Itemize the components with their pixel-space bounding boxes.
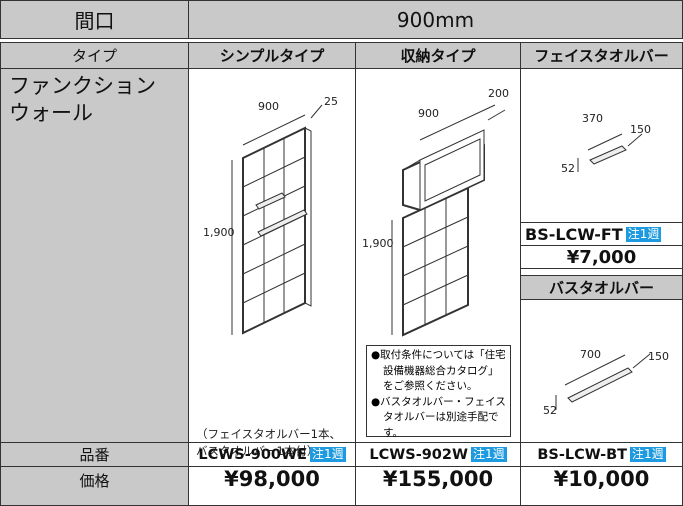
category-cell: ファンクション ウォール <box>0 68 189 443</box>
note-line: ●バスタオルバー・フェイスタオルバーは別途手配です。 <box>371 395 506 439</box>
dimension: 700 <box>580 348 601 361</box>
product-code: LCWS-900WE <box>198 446 307 463</box>
note-line: バスタオルバー1本付） <box>196 444 319 458</box>
dimension: 900 <box>258 100 279 113</box>
price-label: 価格 <box>0 466 189 506</box>
dimension: 52 <box>543 404 557 417</box>
bath-towel-title: バスタオルバー <box>520 275 683 300</box>
face-towel-bar <box>577 133 643 172</box>
badge: 注1週 <box>625 226 662 242</box>
bath-towel-bar <box>555 353 651 410</box>
storage-note: ●取付条件については「住宅設備機器総合カタログ」をご参照ください。 ●バスタオル… <box>366 345 511 439</box>
product-code: LCWS-902W <box>369 446 468 463</box>
badge: 注1週 <box>470 447 507 462</box>
code-label: 品番 <box>0 442 189 467</box>
note-line: ●取付条件については「住宅設備機器総合カタログ」をご参照ください。 <box>371 349 506 392</box>
dimension: 25 <box>324 95 338 108</box>
dimension: 900 <box>418 107 439 120</box>
dimension: 370 <box>582 112 603 125</box>
dimension: 150 <box>630 123 651 136</box>
type-label: タイプ <box>0 42 189 69</box>
product-code: BS-LCW-BT <box>537 446 628 463</box>
category-line: ウォール <box>9 101 93 125</box>
dimension: 52 <box>561 162 575 175</box>
category-line: ファンクション <box>9 74 156 98</box>
storage-unit <box>391 104 506 337</box>
header-value: 900mm <box>188 0 683 39</box>
dimension: 150 <box>648 350 669 363</box>
price-cell: ¥98,000 <box>188 466 356 506</box>
code-cell: LCWS-902W 注1週 <box>355 442 521 467</box>
simple-note: （フェイスタオルバー1本、 バスタオルバー1本付） <box>196 426 341 460</box>
dimension: 200 <box>488 87 509 100</box>
simple-panel <box>231 104 323 335</box>
dimension: 1,900 <box>362 237 394 250</box>
badge: 注1週 <box>309 447 346 462</box>
badge: 注1週 <box>630 447 666 462</box>
header-label: 間口 <box>0 0 189 39</box>
dimension: 1,900 <box>203 226 235 239</box>
product-code: BS-LCW-FT <box>525 224 623 244</box>
note-line: （フェイスタオルバー1本、 <box>196 427 341 441</box>
